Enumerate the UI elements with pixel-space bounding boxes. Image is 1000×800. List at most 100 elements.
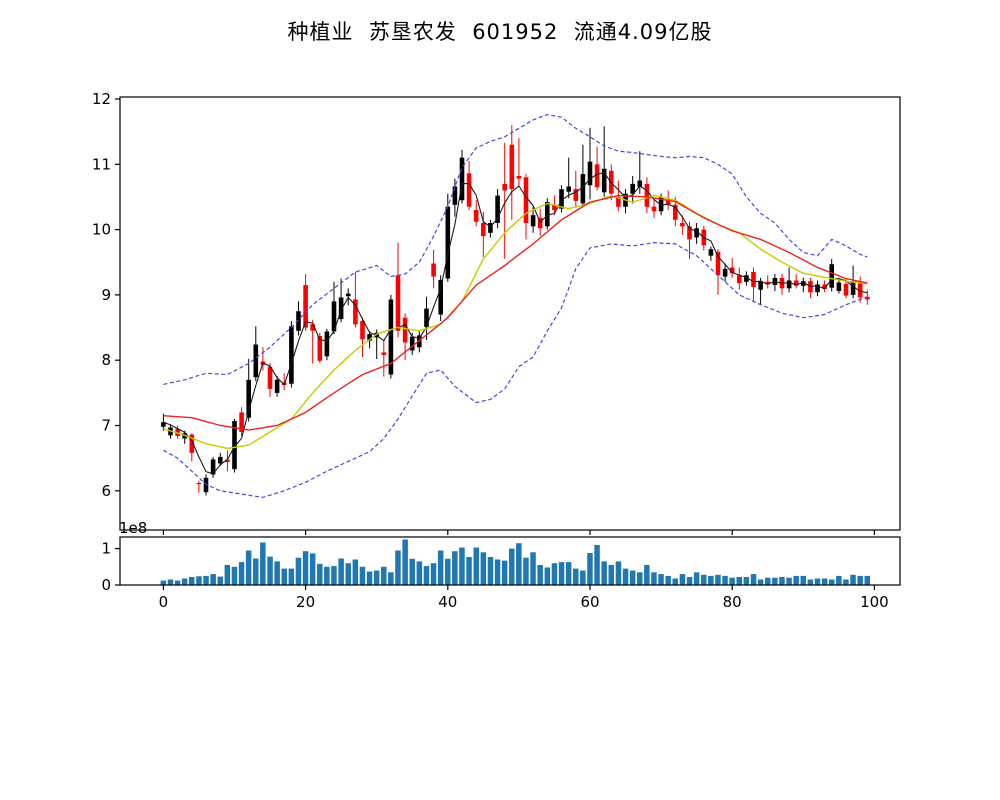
volume-bar (267, 556, 273, 585)
candle-body (502, 183, 507, 191)
volume-bar (601, 561, 607, 585)
volume-bar (565, 562, 572, 585)
volume-bar (381, 566, 387, 585)
volume-bar (686, 577, 693, 585)
volume-bar (359, 566, 366, 585)
volume-bar (409, 558, 415, 585)
volume-bar (786, 577, 792, 585)
volume-x-tick-label: 20 (296, 593, 315, 611)
candle-body (225, 459, 230, 463)
volume-bar (523, 557, 529, 585)
candle-body (203, 477, 209, 493)
volume-bar (437, 550, 444, 585)
candle-body (509, 144, 515, 190)
volume-bar (693, 572, 700, 585)
candle-body (594, 164, 600, 188)
volume-bar (665, 575, 671, 585)
volume-bar (345, 563, 351, 585)
candle-body (680, 223, 685, 227)
volume-bar (210, 574, 216, 585)
volume-x-tick-label: 80 (723, 593, 742, 611)
volume-bar (309, 553, 316, 585)
volume-bar (679, 574, 686, 585)
candle-body (317, 336, 323, 361)
candle-body (737, 275, 742, 284)
ma-fast-line (163, 171, 868, 475)
volume-bar (452, 551, 458, 585)
volume-x-tick-label: 100 (860, 593, 889, 611)
candle-body (424, 308, 429, 327)
volume-bar (231, 566, 238, 585)
candle-body (196, 483, 202, 485)
candle-body (708, 249, 714, 256)
volume-bar (331, 566, 337, 585)
volume-bar (836, 575, 842, 585)
main-y-tick-label: 9 (101, 286, 111, 304)
candle-body (459, 157, 465, 201)
main-y-tick-label: 11 (92, 155, 111, 173)
candle-body (815, 284, 820, 293)
volume-bar (850, 574, 856, 585)
candle-body (687, 226, 692, 240)
volume-bar (388, 572, 394, 585)
volume-bar (736, 577, 742, 585)
candle-body (722, 268, 728, 277)
volume-bar (245, 550, 252, 585)
volume-bar (743, 577, 750, 585)
volume-bar (672, 578, 678, 585)
candle-body (637, 180, 643, 188)
volume-bar (537, 565, 543, 585)
candle-body (232, 420, 237, 470)
volume-bar (651, 572, 657, 585)
volume-bar (708, 575, 714, 585)
candle-body (218, 456, 223, 464)
candle-body (573, 189, 579, 201)
candle-body (267, 366, 273, 389)
candle-body (843, 283, 849, 296)
candle-body (388, 299, 394, 375)
volume-bar (253, 558, 259, 585)
bollinger-lower-band (163, 241, 868, 498)
volume-bar (637, 572, 643, 585)
candle-body (566, 186, 571, 192)
candle-body (758, 281, 763, 290)
ma-mid-line (163, 194, 868, 450)
candle-body (673, 204, 678, 220)
candle-body (360, 321, 365, 340)
candle-body (729, 267, 735, 274)
candle-body (445, 206, 451, 279)
volume-bar (701, 574, 707, 585)
volume-bar (324, 566, 330, 585)
volume-bar (814, 578, 821, 585)
volume-x-tick-label: 60 (580, 593, 599, 611)
candle-body (744, 275, 749, 282)
candle-body (765, 281, 770, 285)
candle-body (189, 434, 195, 453)
volume-bar (260, 542, 266, 585)
volume-bar (857, 575, 863, 585)
candle-body (801, 281, 806, 286)
volume-bar (715, 574, 721, 585)
candle-body (452, 186, 458, 205)
volume-bars-layer (160, 539, 870, 585)
volume-bar (196, 576, 202, 585)
volume-bar (281, 568, 287, 585)
candle-body (473, 210, 479, 222)
volume-bar (544, 567, 551, 585)
volume-bar (729, 577, 735, 585)
ma-slow-line (163, 194, 868, 431)
candle-body (836, 282, 842, 291)
volume-bar (480, 552, 487, 585)
volume-bar (800, 575, 806, 585)
main-panel-border (119, 96, 901, 531)
volume-bar (317, 563, 323, 585)
volume-bar (466, 557, 472, 585)
candle-body (303, 285, 308, 328)
volume-bar (644, 565, 650, 585)
volume-bar (580, 570, 586, 585)
candle-body (253, 344, 259, 378)
volume-bar (395, 550, 401, 585)
volume-bar (352, 559, 359, 585)
